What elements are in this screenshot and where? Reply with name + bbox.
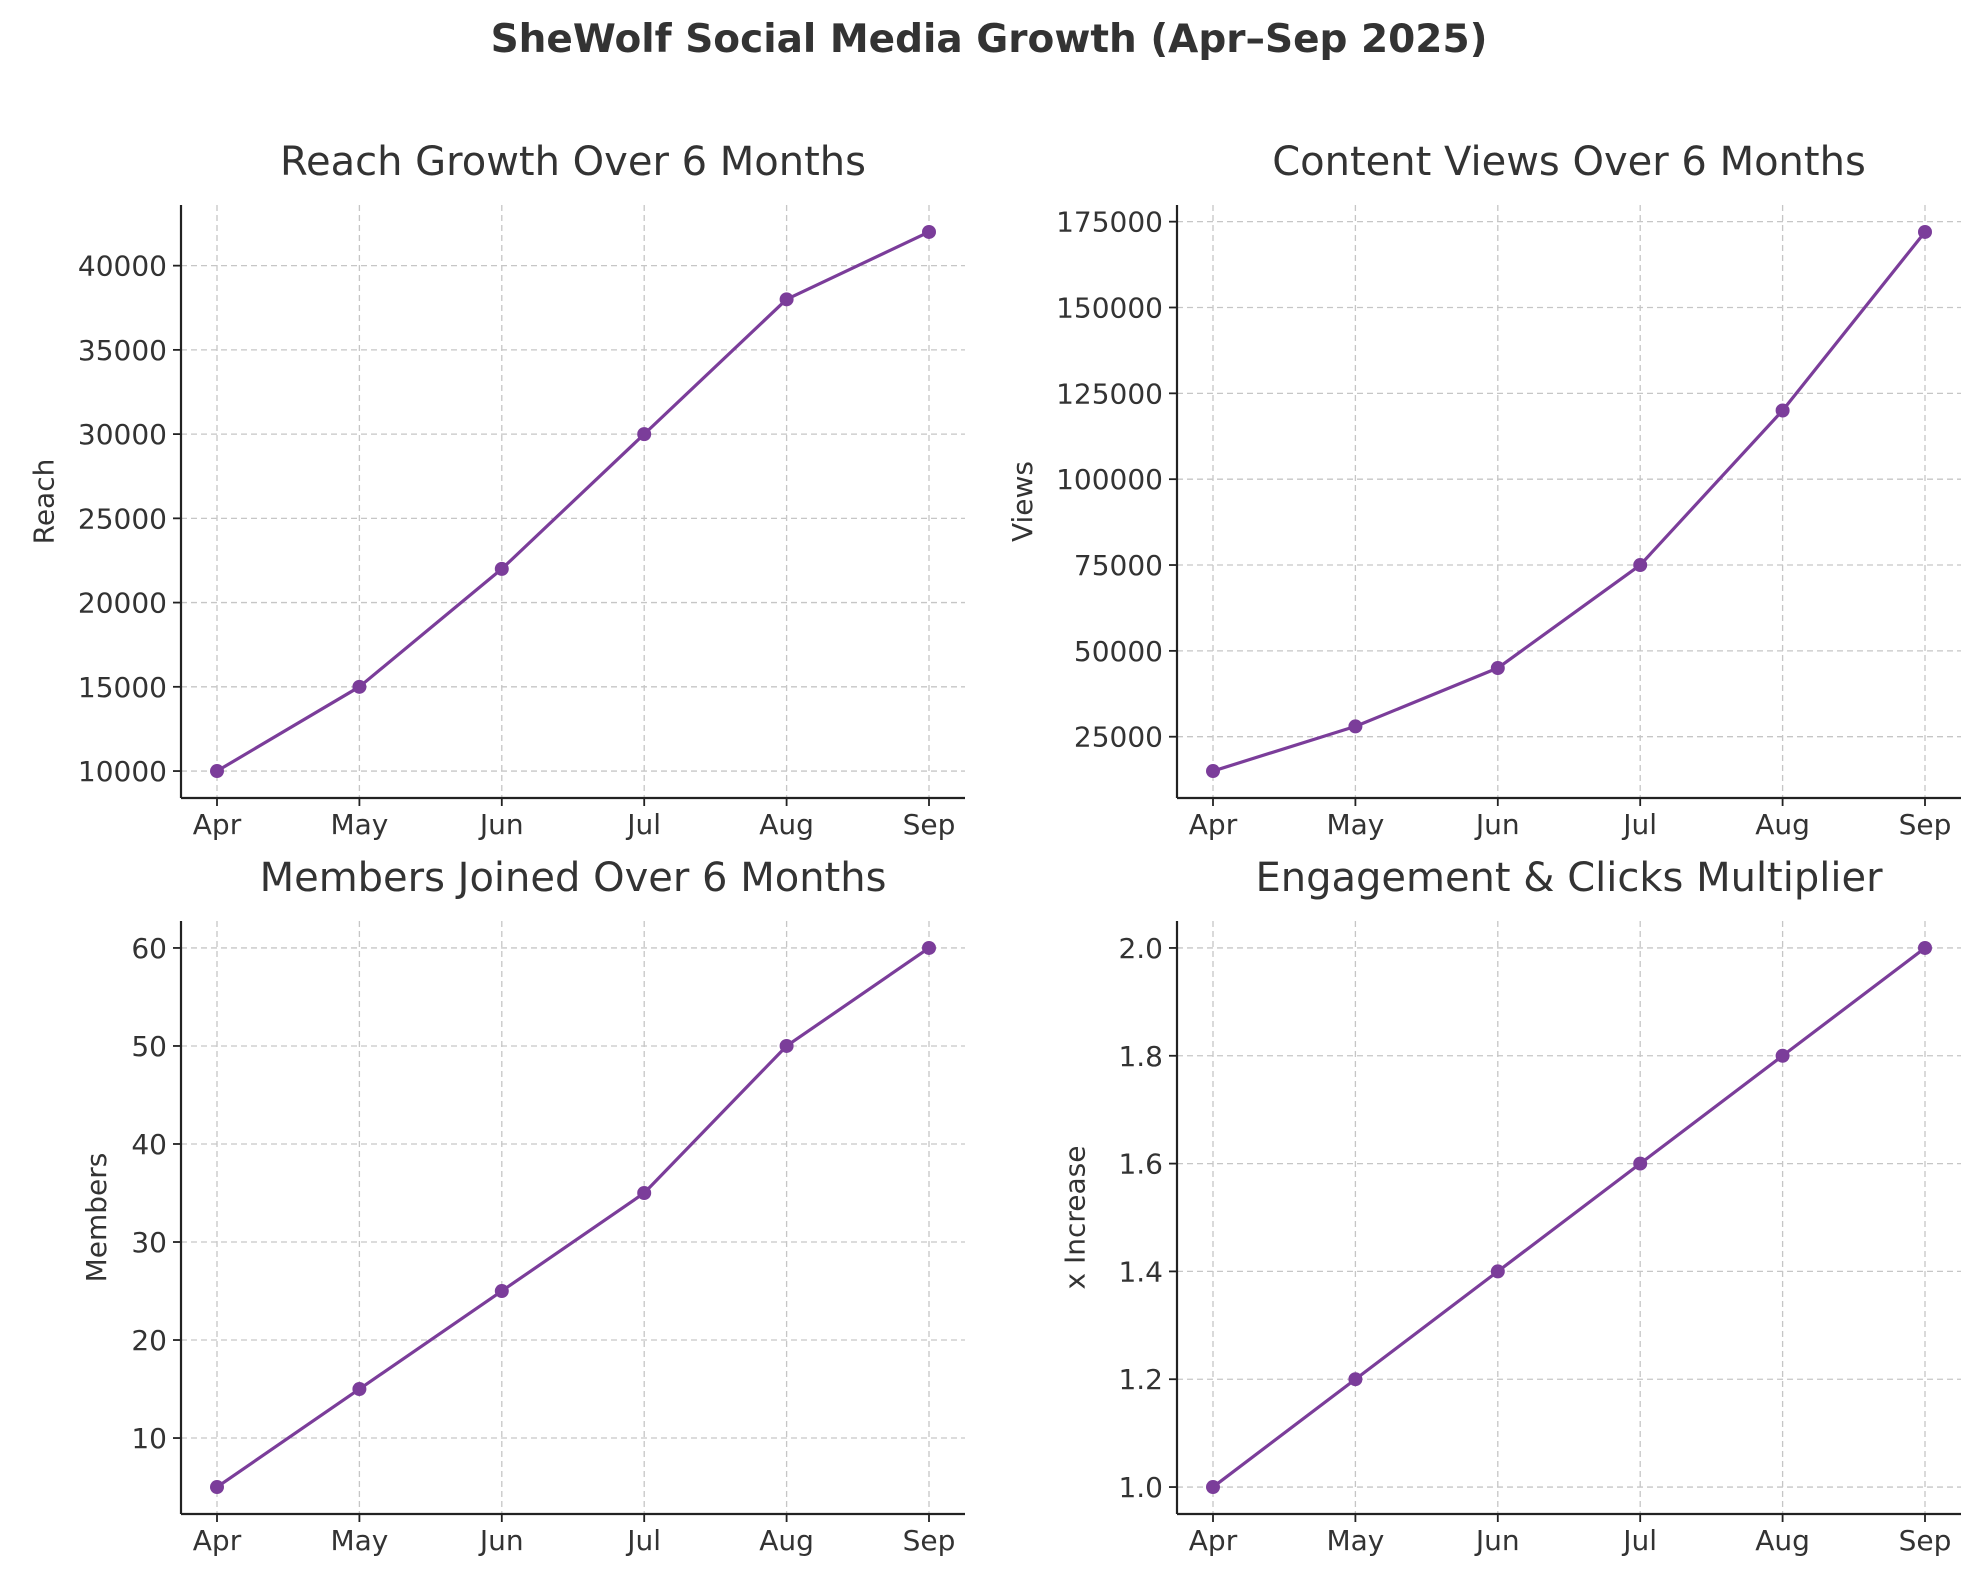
y-tick-label: 20 xyxy=(131,1324,167,1357)
y-axis-label: x Increase xyxy=(1059,1146,1092,1290)
series-line xyxy=(1212,946,1926,1489)
y-tick-label: 100000 xyxy=(1056,463,1163,496)
y-tick-label: 15000 xyxy=(78,671,167,704)
y-tick-label: 30000 xyxy=(78,418,167,451)
y-axis-label: Views xyxy=(1006,461,1039,542)
y-tick-label: 1.2 xyxy=(1118,1363,1163,1396)
data-point xyxy=(352,679,367,694)
x-tick-label: Jun xyxy=(1474,1524,1520,1557)
chart-panel-members: Apr May Jun Jul Aug Sep 10 20 30 40 50 60 Members Jo… xyxy=(80,855,965,1557)
y-tick-label: 125000 xyxy=(1056,377,1163,410)
data-point xyxy=(1206,764,1220,779)
y-tick-label: 75000 xyxy=(1074,549,1163,582)
chart-panel-reach: Apr May Jun Jul Aug Sep 10000 15000 20000 25000 30… xyxy=(28,139,965,841)
series-line xyxy=(216,946,930,1489)
y-tick-label: 30 xyxy=(131,1226,167,1259)
x-tick-label: Apr xyxy=(193,808,242,841)
y-tick-label: 50 xyxy=(131,1030,167,1063)
series-line xyxy=(216,230,930,773)
data-point xyxy=(352,1382,367,1397)
x-tick-label: Jun xyxy=(478,808,524,841)
chart-panel-engagement: Apr May Jun Jul Aug Sep 1.0 1.2 1.4 1.6 1.8 2.0 Enga… xyxy=(1059,855,1961,1557)
chart-panel-views: Apr May Jun Jul Aug Sep 25000 50000 75000 100000 1… xyxy=(1006,139,1961,841)
data-point xyxy=(494,561,509,576)
y-tick-label: 25000 xyxy=(1074,721,1163,754)
y-tick-label: 25000 xyxy=(78,502,167,535)
y-axis-label: Members xyxy=(80,1153,113,1283)
y-tick-label: 10000 xyxy=(78,755,167,788)
data-point xyxy=(1775,1048,1790,1063)
x-tick-label: May xyxy=(330,1524,388,1557)
chart-title: Members Joined Over 6 Months xyxy=(260,855,887,901)
x-tick-label: Jun xyxy=(1474,808,1520,841)
data-point xyxy=(1348,1372,1363,1387)
x-tick-label: Sep xyxy=(1899,808,1952,841)
series-line xyxy=(1212,230,1927,773)
y-tick-label: 50000 xyxy=(1074,635,1163,668)
data-point xyxy=(779,1038,794,1053)
data-point xyxy=(637,427,652,442)
x-tick-label: Apr xyxy=(1189,808,1238,841)
x-tick-label: Jul xyxy=(1621,808,1657,841)
y-tick-label: 40000 xyxy=(78,250,167,283)
data-point xyxy=(1490,1264,1505,1279)
x-tick-label: Apr xyxy=(1189,1524,1238,1557)
x-tick-label: Aug xyxy=(1755,1524,1810,1557)
data-point xyxy=(1633,558,1648,573)
x-tick-label: Apr xyxy=(193,1524,242,1557)
subplot-grid: Apr May Jun Jul Aug Sep 10000 15000 20000 25000 30… xyxy=(28,139,1961,1557)
x-tick-label: Jul xyxy=(625,808,661,841)
data-point xyxy=(1918,940,1932,955)
y-tick-label: 1.8 xyxy=(1118,1040,1163,1073)
y-tick-label: 175000 xyxy=(1056,206,1163,239)
chart-title: Content Views Over 6 Months xyxy=(1272,139,1866,185)
figure-title: SheWolf Social Media Growth (Apr–Sep 202… xyxy=(491,17,1488,62)
y-tick-label: 150000 xyxy=(1056,291,1163,324)
data-point xyxy=(210,764,224,779)
y-tick-label: 60 xyxy=(131,932,167,965)
y-tick-label: 10 xyxy=(131,1422,167,1455)
data-point xyxy=(1490,661,1505,676)
data-point xyxy=(779,292,794,307)
y-tick-label: 1.4 xyxy=(1118,1255,1163,1288)
data-point xyxy=(1206,1480,1220,1495)
x-tick-label: Sep xyxy=(903,808,956,841)
x-tick-label: Aug xyxy=(759,808,814,841)
x-tick-label: May xyxy=(330,808,388,841)
x-tick-label: Jul xyxy=(625,1524,661,1557)
data-point xyxy=(637,1185,652,1200)
data-point xyxy=(210,1480,224,1495)
x-tick-label: Aug xyxy=(1755,808,1810,841)
data-point xyxy=(922,940,936,955)
chart-title: Engagement & Clicks Multiplier xyxy=(1255,855,1883,901)
y-tick-label: 2.0 xyxy=(1118,932,1163,965)
data-point xyxy=(1775,403,1790,418)
x-tick-label: May xyxy=(1326,1524,1384,1557)
data-point xyxy=(922,224,936,239)
x-tick-label: Jul xyxy=(1621,1524,1657,1557)
y-tick-label: 1.6 xyxy=(1118,1148,1163,1181)
data-point xyxy=(1633,1156,1648,1171)
data-point xyxy=(494,1284,509,1299)
data-point xyxy=(1348,719,1363,734)
y-tick-label: 20000 xyxy=(78,587,167,620)
y-axis-label: Reach xyxy=(28,459,61,545)
x-tick-label: Sep xyxy=(1899,1524,1952,1557)
x-tick-label: Jun xyxy=(478,1524,524,1557)
x-tick-label: Sep xyxy=(903,1524,956,1557)
y-tick-label: 35000 xyxy=(78,334,167,367)
data-point xyxy=(1918,224,1932,239)
chart-title: Reach Growth Over 6 Months xyxy=(280,139,866,185)
y-tick-label: 1.0 xyxy=(1118,1471,1163,1504)
x-tick-label: Aug xyxy=(759,1524,814,1557)
y-tick-label: 40 xyxy=(131,1128,167,1161)
x-tick-label: May xyxy=(1326,808,1384,841)
